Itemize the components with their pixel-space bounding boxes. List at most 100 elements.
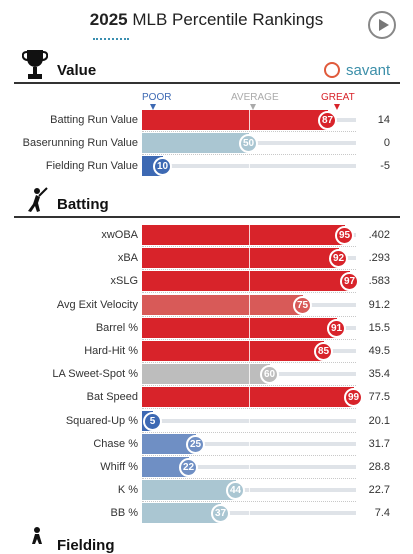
section-rule-value	[14, 82, 400, 84]
percentile-badge: 37	[211, 504, 230, 523]
percentile-badge: 85	[314, 342, 333, 361]
metric-label: Bat Speed	[86, 391, 138, 403]
title-underline	[93, 38, 129, 40]
row-separator	[142, 246, 356, 247]
metric-label: Baserunning Run Value	[22, 137, 138, 149]
savant-logo-icon	[324, 62, 340, 78]
play-icon[interactable]	[368, 11, 396, 39]
savant-brand[interactable]: savant	[346, 62, 391, 79]
row-separator	[142, 478, 356, 479]
metric-value: 0	[383, 137, 390, 149]
percentile-badge: 50	[239, 134, 258, 153]
section-rule-batting	[14, 216, 400, 218]
bar-midline	[249, 387, 250, 407]
metric-value: .402	[368, 229, 390, 241]
percentile-bar[interactable]	[142, 318, 337, 338]
scale-average-marker	[250, 104, 256, 110]
row-separator	[142, 362, 356, 363]
metric-value: 28.8	[368, 461, 390, 473]
percentile-badge: 92	[329, 249, 348, 268]
metric-value: -5	[380, 160, 390, 172]
percentile-badge: 22	[179, 458, 198, 477]
section-title-fielding: Fielding	[57, 537, 115, 554]
metric-label: Batting Run Value	[50, 114, 138, 126]
metric-label: xwOBA	[101, 229, 138, 241]
metric-label: Barrel %	[95, 322, 138, 334]
row-separator	[142, 154, 356, 155]
percentile-bar[interactable]	[142, 387, 354, 407]
metric-label: xBA	[117, 252, 138, 264]
row-separator	[142, 432, 356, 433]
metric-value: 22.7	[368, 484, 390, 496]
percentile-badge: 44	[226, 481, 245, 500]
bar-midline	[249, 110, 250, 130]
row-separator	[142, 501, 356, 502]
metric-value: 35.4	[368, 368, 390, 380]
percentile-badge: 97	[340, 272, 359, 291]
percentile-bar[interactable]	[142, 225, 345, 245]
metric-label: Chase %	[93, 438, 138, 450]
percentile-bar[interactable]	[142, 110, 328, 130]
trophy-icon	[22, 50, 48, 79]
metric-value: 20.1	[368, 415, 390, 427]
metric-value: 49.5	[368, 345, 390, 357]
title-text: MLB Percentile Rankings	[127, 10, 324, 29]
metric-label: Whiff %	[100, 461, 138, 473]
row-separator	[142, 292, 356, 293]
percentile-bar[interactable]	[142, 503, 221, 523]
metric-value: .583	[368, 275, 390, 287]
percentile-badge: 87	[318, 111, 337, 130]
metric-value: 15.5	[368, 322, 390, 334]
row-separator	[142, 408, 356, 409]
metric-label: Squared-Up %	[65, 415, 138, 427]
bar-midline	[249, 434, 250, 454]
page-title: 2025 MLB Percentile Rankings	[0, 10, 413, 30]
metric-label: xSLG	[110, 275, 138, 287]
row-separator	[142, 316, 356, 317]
scale-poor-label: POOR	[142, 92, 172, 103]
metric-value: 14	[377, 114, 390, 126]
percentile-bar[interactable]	[142, 364, 270, 384]
metric-label: Hard-Hit %	[84, 345, 138, 357]
bar-midline	[249, 480, 250, 500]
section-title-value: Value	[57, 62, 97, 79]
percentile-badge: 60	[260, 365, 279, 384]
percentile-badge: 75	[293, 296, 312, 315]
percentile-bar[interactable]	[142, 434, 196, 454]
scale-great-marker	[334, 104, 340, 110]
percentile-badge: 5	[143, 412, 162, 431]
percentile-bar[interactable]	[142, 480, 236, 500]
section-title-batting: Batting	[57, 196, 109, 213]
metric-value: 77.5	[368, 391, 390, 403]
row-separator	[142, 455, 356, 456]
percentile-bar[interactable]	[142, 341, 324, 361]
percentile-badge: 99	[344, 388, 363, 407]
fielder-icon	[32, 527, 42, 544]
bar-midline	[249, 503, 250, 523]
percentile-badge: 95	[335, 226, 354, 245]
scale-great-label: GREAT	[321, 92, 355, 103]
bar-midline	[249, 364, 250, 384]
row-separator	[142, 339, 356, 340]
bar-midline	[249, 457, 250, 477]
metric-label: LA Sweet-Spot %	[52, 368, 138, 380]
percentile-bar[interactable]	[142, 295, 303, 315]
bar-midline	[249, 341, 250, 361]
bar-midline	[249, 156, 250, 176]
metric-label: K %	[117, 484, 138, 496]
row-separator	[142, 131, 356, 132]
bar-midline	[249, 271, 250, 291]
percentile-badge: 25	[186, 435, 205, 454]
bar-midline	[249, 411, 250, 431]
metric-label: Avg Exit Velocity	[56, 299, 138, 311]
title-year: 2025	[89, 10, 128, 29]
percentile-badge: 91	[327, 319, 346, 338]
percentile-bar[interactable]	[142, 133, 249, 153]
metric-value: .293	[368, 252, 390, 264]
percentile-bar[interactable]	[142, 457, 189, 477]
percentile-bar[interactable]	[142, 248, 339, 268]
row-separator	[142, 269, 356, 270]
metric-value: 7.4	[374, 507, 390, 519]
percentile-bar[interactable]	[142, 271, 350, 291]
scale-poor-marker	[150, 104, 156, 110]
